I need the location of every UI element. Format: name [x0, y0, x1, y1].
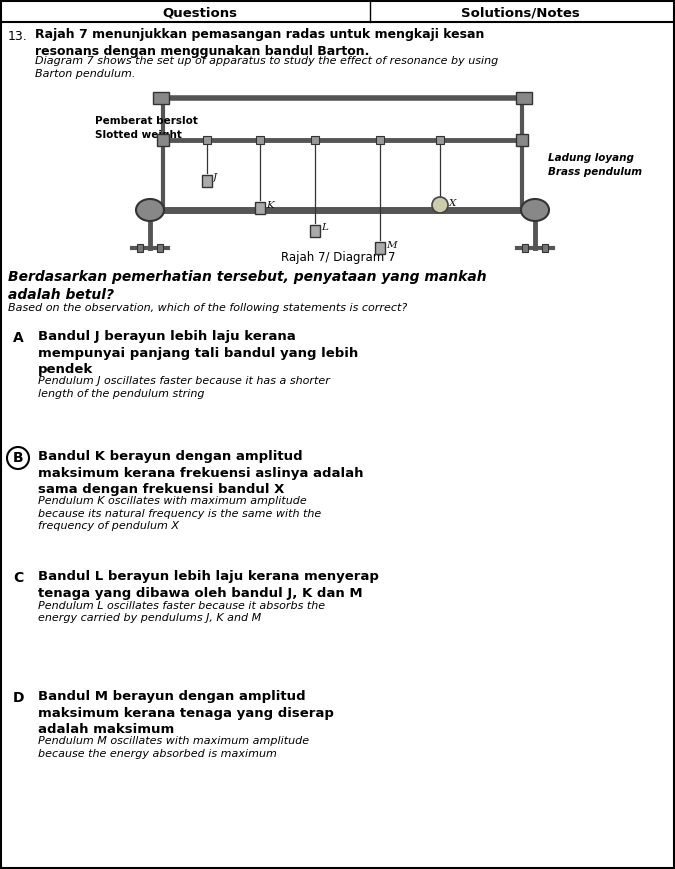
Text: C: C	[13, 571, 23, 585]
Bar	[310, 225, 320, 237]
Text: Pendulum K oscillates with maximum amplitude
because its natural frequency is th: Pendulum K oscillates with maximum ampli…	[38, 496, 321, 531]
Text: X: X	[449, 198, 456, 208]
Bar	[516, 134, 528, 146]
Bar	[375, 242, 385, 254]
Text: L: L	[321, 223, 328, 233]
Text: J: J	[213, 174, 217, 182]
Text: B: B	[13, 451, 24, 465]
Text: M: M	[386, 241, 397, 249]
Text: Bandul M berayun dengan amplitud
maksimum kerana tenaga yang diserap
adalah maks: Bandul M berayun dengan amplitud maksimu…	[38, 690, 334, 736]
Text: Diagram 7 shows the set up of apparatus to study the effect of resonance by usin: Diagram 7 shows the set up of apparatus …	[35, 56, 498, 79]
Bar	[157, 134, 169, 146]
Text: Based on the observation, which of the following statements is correct?: Based on the observation, which of the f…	[8, 303, 407, 313]
Bar	[542, 244, 548, 252]
Text: Pendulum M oscillates with maximum amplitude
because the energy absorbed is maxi: Pendulum M oscillates with maximum ampli…	[38, 737, 309, 759]
Text: Bandul L berayun lebih laju kerana menyerap
tenaga yang dibawa oleh bandul J, K : Bandul L berayun lebih laju kerana menye…	[38, 570, 379, 600]
Text: Pendulum J oscillates faster because it has a shorter
length of the pendulum str: Pendulum J oscillates faster because it …	[38, 376, 330, 399]
Bar	[436, 136, 444, 144]
Bar	[203, 136, 211, 144]
Bar	[202, 175, 212, 187]
Text: Pendulum L oscillates faster because it absorbs the
energy carried by pendulums : Pendulum L oscillates faster because it …	[38, 601, 325, 623]
Bar	[137, 244, 143, 252]
Bar	[255, 202, 265, 214]
Circle shape	[7, 447, 29, 469]
Text: Bandul J berayun lebih laju kerana
mempunyai panjang tali bandul yang lebih
pend: Bandul J berayun lebih laju kerana mempu…	[38, 330, 358, 376]
Text: Questions: Questions	[163, 6, 238, 19]
Text: Solutions/Notes: Solutions/Notes	[460, 6, 579, 19]
Ellipse shape	[521, 199, 549, 221]
Ellipse shape	[136, 199, 164, 221]
Bar	[157, 244, 163, 252]
Text: K: K	[266, 201, 274, 209]
Text: 13.: 13.	[8, 30, 28, 43]
Bar	[376, 136, 384, 144]
Bar	[522, 244, 528, 252]
Text: Berdasarkan pemerhatian tersebut, penyataan yang mankah
adalah betul?: Berdasarkan pemerhatian tersebut, penyat…	[8, 270, 487, 302]
Text: Ladung loyang
Brass pendulum: Ladung loyang Brass pendulum	[548, 154, 642, 176]
Text: A: A	[13, 331, 24, 345]
Text: Rajah 7/ Diagram 7: Rajah 7/ Diagram 7	[281, 251, 396, 264]
Bar	[311, 136, 319, 144]
Text: D: D	[12, 691, 24, 705]
Bar	[256, 136, 264, 144]
Text: Rajah 7 menunjukkan pemasangan radas untuk mengkaji kesan
resonans dengan menggu: Rajah 7 menunjukkan pemasangan radas unt…	[35, 28, 485, 58]
Text: Pemberat berslot
Slotted weight: Pemberat berslot Slotted weight	[95, 116, 198, 140]
Text: Bandul K berayun dengan amplitud
maksimum kerana frekuensi aslinya adalah
sama d: Bandul K berayun dengan amplitud maksimu…	[38, 450, 364, 496]
Bar	[153, 92, 169, 104]
Bar	[516, 92, 532, 104]
Circle shape	[432, 197, 448, 213]
